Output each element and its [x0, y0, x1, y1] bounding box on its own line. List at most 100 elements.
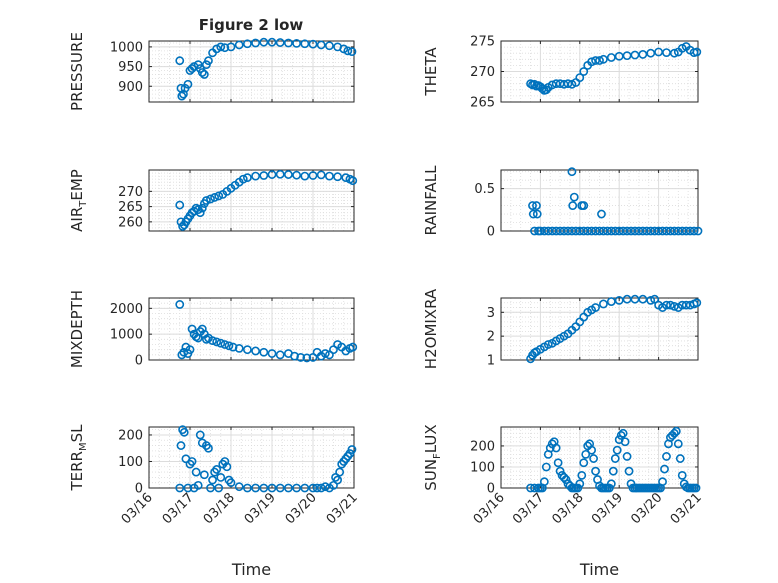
y-tick-label: 0 [487, 482, 495, 497]
data-point [589, 454, 598, 463]
data-point [197, 324, 207, 334]
data-point [528, 201, 537, 210]
panel-mixdepth: 0 1000 2000 MIXDEPTH [68, 290, 358, 369]
panel-pressure: 900 950 1000 PRESSURE [68, 32, 357, 111]
data-point [214, 191, 224, 201]
data-point [333, 475, 342, 485]
y-axis-label-subscript: F [432, 453, 443, 459]
data-point [624, 466, 634, 476]
data-point [599, 54, 608, 64]
data-point [179, 89, 188, 99]
data-point [567, 167, 577, 177]
data-point [541, 462, 551, 472]
data-point [660, 464, 669, 474]
data-point [187, 324, 197, 334]
data-point [581, 449, 591, 459]
data-point [259, 37, 269, 47]
data-point [324, 41, 334, 51]
data-point [275, 483, 285, 493]
data-point [532, 201, 541, 210]
data-point [539, 477, 549, 487]
data-point [175, 56, 185, 66]
y-tick-label: 260 [118, 215, 143, 230]
data-point [579, 458, 589, 468]
data-point [638, 294, 648, 304]
data-point [308, 171, 318, 180]
y-axis-label: THETA [422, 47, 440, 97]
data-point [662, 300, 671, 310]
y-axis-label-main: RAINFALL [422, 165, 440, 236]
data-point [214, 483, 224, 493]
data-point [292, 483, 301, 493]
data-point [300, 483, 310, 493]
data-point [320, 349, 330, 358]
y-axis-label: PRESSURE [68, 32, 86, 111]
data-point [547, 80, 557, 90]
data-point [242, 39, 252, 49]
axes-box [148, 40, 355, 103]
data-point [210, 193, 219, 202]
data-point [212, 465, 222, 474]
data-point [575, 479, 585, 489]
data-point [681, 300, 691, 310]
data-point [563, 79, 573, 89]
y-axis-label: SUNFLUX [422, 424, 443, 490]
data-point [267, 349, 277, 358]
data-point [216, 338, 226, 348]
data-point [308, 483, 318, 493]
data-point [551, 443, 561, 453]
data-point [242, 483, 252, 493]
panel-h2omixra: 1 2 3 H2OMIXRA [422, 288, 702, 369]
data-point [347, 47, 357, 57]
data-point [292, 38, 301, 48]
data-point [689, 226, 699, 236]
y-axis-label: AIRTEMP [68, 169, 89, 232]
y-tick-label: 0 [135, 354, 143, 369]
y-tick-label: 265 [470, 96, 495, 111]
data-point [610, 454, 620, 463]
data-point [316, 483, 326, 493]
data-point [195, 208, 205, 218]
data-point [300, 171, 310, 181]
y-tick-label: 2000 [110, 302, 143, 317]
y-axis-label: TERRMSL [68, 424, 89, 492]
data-point [569, 192, 579, 202]
data-point [238, 174, 248, 184]
data-point [599, 299, 608, 309]
data-point [206, 194, 215, 204]
y-tick-label: 270 [118, 185, 143, 200]
data-point [234, 343, 244, 353]
y-axis-label-subscript: M [78, 442, 89, 451]
data-point [671, 426, 681, 436]
y-axis-label-main: TERR [68, 451, 86, 492]
data-point [302, 353, 312, 363]
data-point [179, 427, 189, 437]
data-point [612, 445, 622, 455]
data-point [204, 443, 213, 453]
data-point [528, 209, 538, 219]
data-point [591, 56, 600, 65]
data-point [532, 209, 542, 219]
data-point [251, 346, 260, 356]
y-axis-label-main: AIR [68, 207, 86, 232]
data-point [577, 470, 587, 480]
y-tick-label: 0 [135, 482, 143, 497]
y-tick-label: 100 [118, 455, 143, 470]
data-point [259, 347, 269, 357]
data-point [175, 300, 185, 309]
data-point [292, 170, 301, 180]
data-point [587, 57, 597, 67]
data-point [324, 171, 334, 181]
data-point [216, 42, 226, 52]
data-point [212, 44, 222, 54]
data-point [537, 84, 547, 93]
panel-theta: 265 270 275 THETA [422, 35, 702, 111]
y-tick-label: 270 [470, 65, 495, 80]
data-point [620, 437, 630, 447]
data-point [622, 452, 632, 461]
data-point [296, 353, 306, 362]
data-point [208, 336, 217, 346]
y-axis-label-rest: SL [68, 424, 86, 443]
data-point [553, 458, 563, 468]
